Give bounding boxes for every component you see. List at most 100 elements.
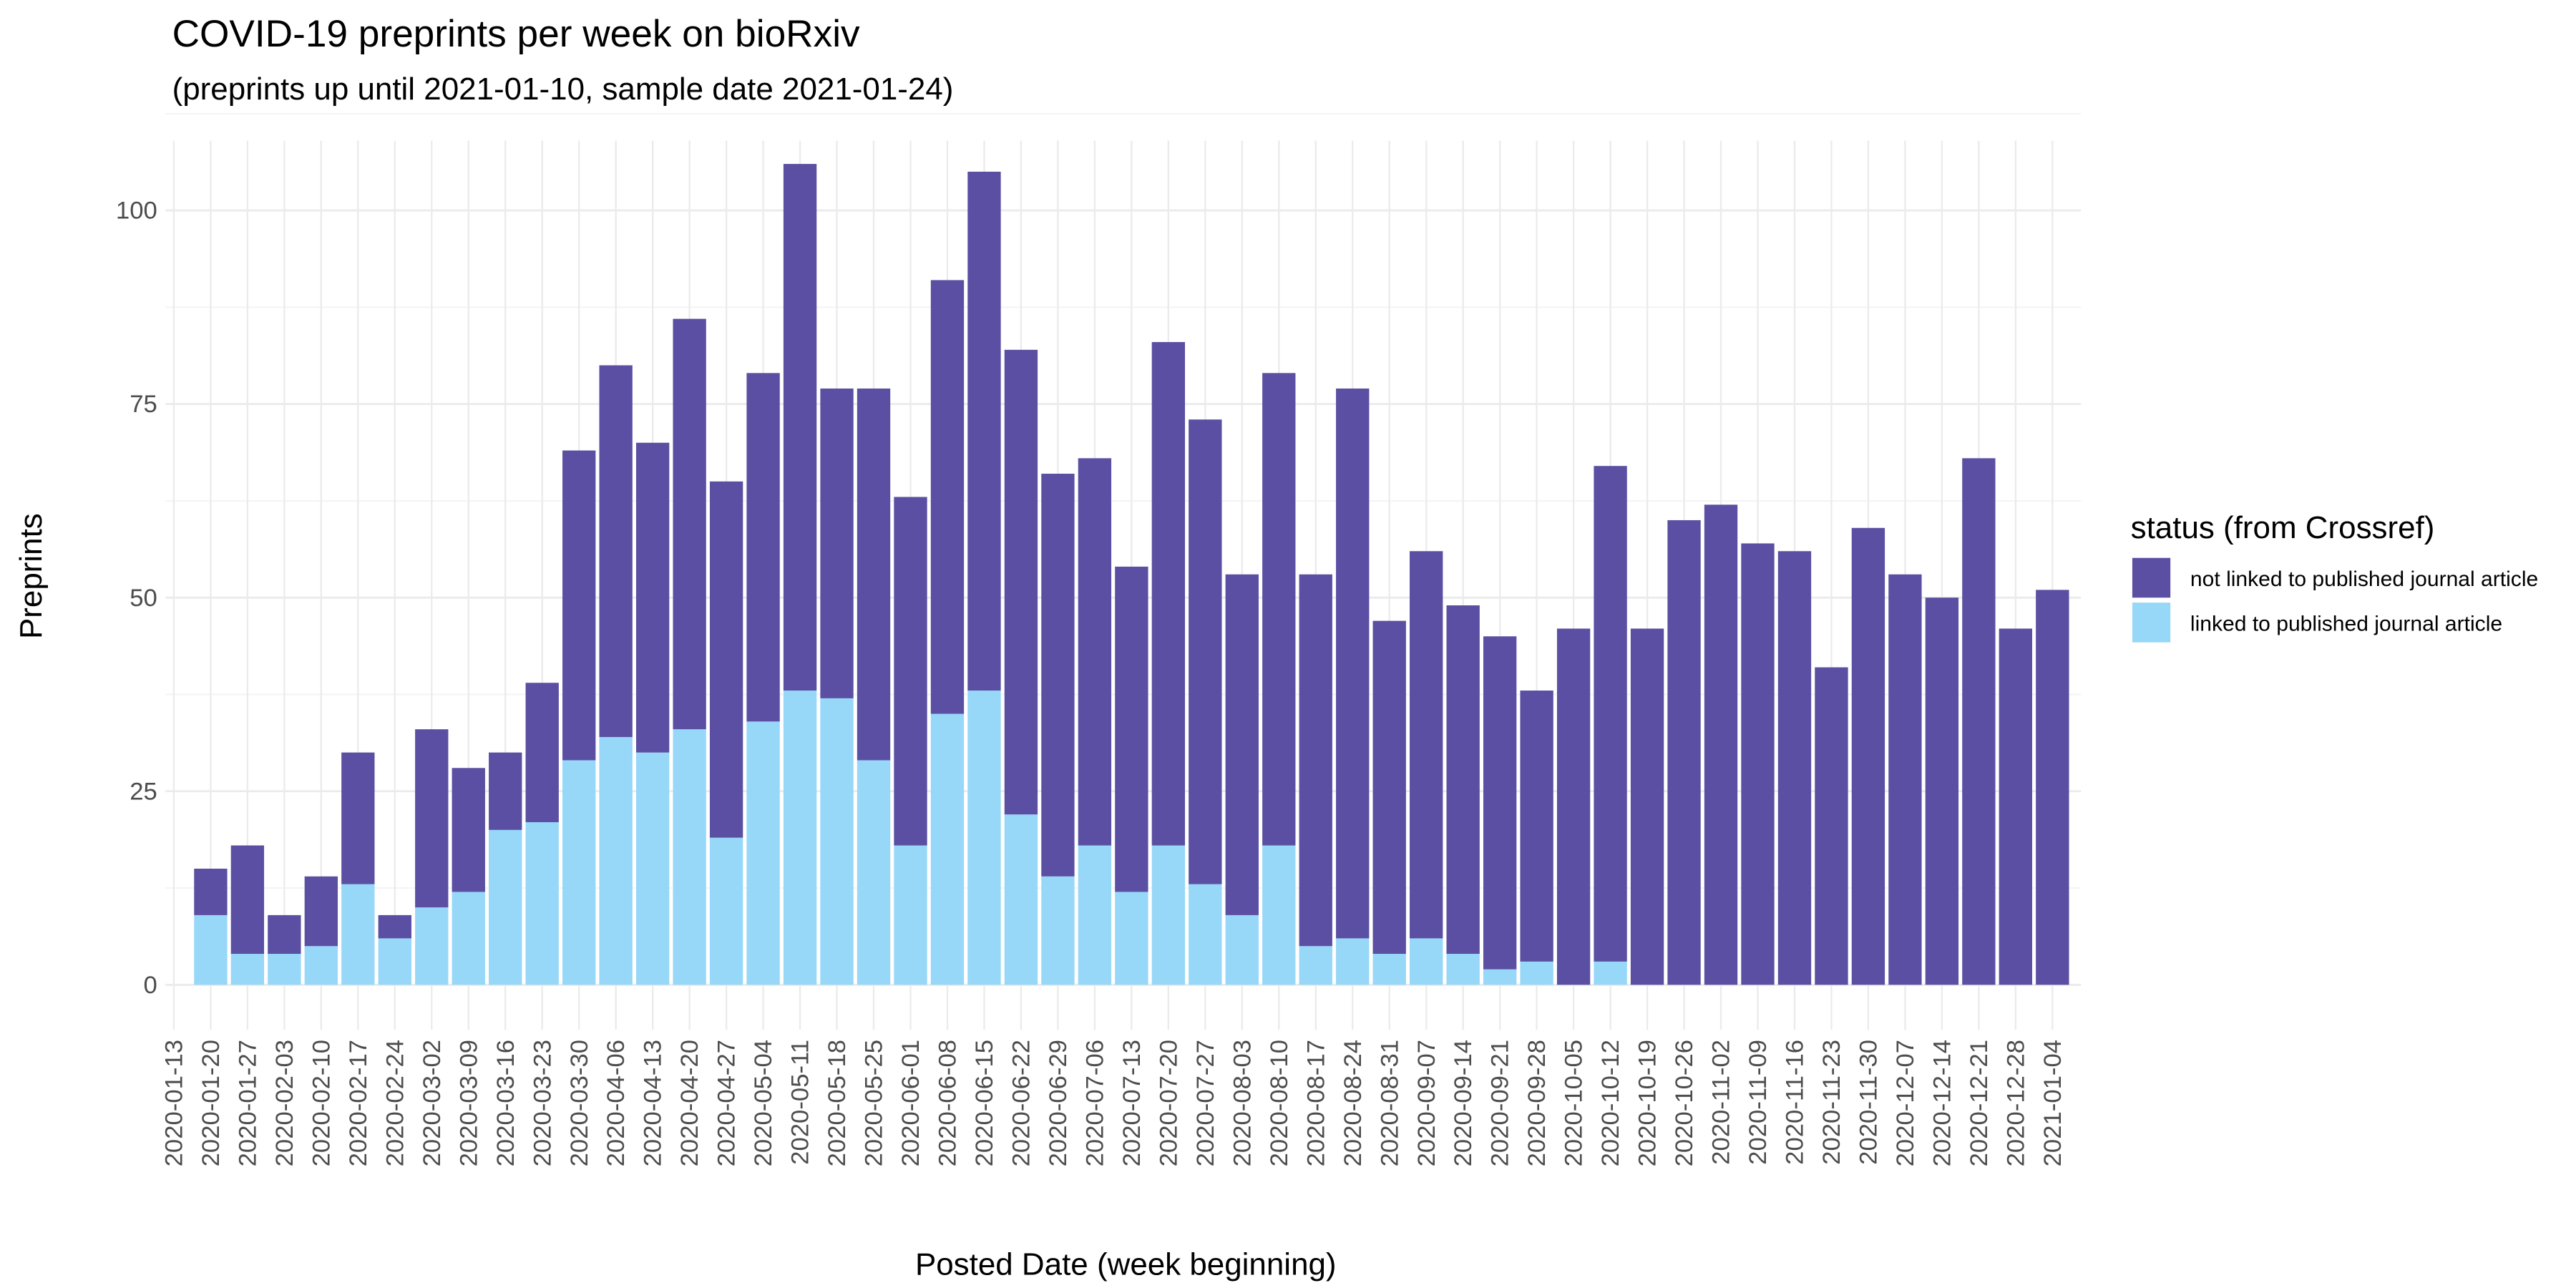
bar-segment <box>1962 458 1996 985</box>
legend-label: linked to published journal article <box>2190 612 2502 635</box>
x-tick-label: 2020-03-09 <box>455 1040 482 1166</box>
x-tick-label: 2020-09-28 <box>1523 1040 1551 1166</box>
x-tick-label: 2020-06-15 <box>971 1040 998 1166</box>
chart-title: COVID-19 preprints per week on bioRxiv <box>172 13 860 55</box>
bar-segment <box>1446 954 1480 985</box>
bar-segment <box>1372 620 1406 955</box>
x-tick-label: 2020-12-07 <box>1892 1040 1919 1166</box>
bar-segment <box>1410 938 1443 985</box>
x-tick-label: 2020-04-13 <box>640 1040 667 1166</box>
bar-segment <box>1556 628 1591 985</box>
bar-segment <box>709 481 743 838</box>
bar-segment <box>1336 938 1370 985</box>
x-tick-label: 2020-12-21 <box>1966 1040 1993 1166</box>
y-tick-label: 75 <box>130 391 157 418</box>
x-tick-label: 2020-11-16 <box>1782 1040 1809 1165</box>
bar-segment <box>1667 519 1701 985</box>
bar-segment <box>1189 884 1222 985</box>
bar-segment <box>452 768 485 892</box>
chart-subtitle: (preprints up until 2021-01-10, sample d… <box>172 72 954 107</box>
x-tick-label: 2020-07-13 <box>1118 1040 1146 1166</box>
x-tick-label: 2020-10-12 <box>1597 1040 1624 1166</box>
bar-segment <box>1630 628 1664 985</box>
bar-segment <box>1078 458 1112 846</box>
x-tick-label: 2020-09-21 <box>1487 1040 1514 1166</box>
bar-segment <box>857 388 891 761</box>
x-tick-label: 2020-08-17 <box>1302 1040 1330 1166</box>
bar-segment <box>1483 969 1517 985</box>
bar-segment <box>1299 946 1332 985</box>
x-tick-label: 2020-06-01 <box>897 1040 924 1166</box>
x-tick-label: 2021-01-04 <box>2039 1040 2067 1166</box>
x-tick-label: 2020-04-06 <box>602 1040 630 1166</box>
x-tick-label: 2020-03-02 <box>419 1040 446 1166</box>
x-tick-label: 2020-08-10 <box>1266 1040 1293 1166</box>
bar-segment <box>1262 373 1296 846</box>
bar-segment <box>1299 574 1332 947</box>
bar-segment <box>1446 605 1480 955</box>
bar-segment <box>746 721 780 985</box>
bar-segment <box>673 729 706 985</box>
bar-segment <box>378 914 411 939</box>
x-tick-label: 2020-05-18 <box>824 1040 851 1166</box>
bar-segment <box>562 760 596 985</box>
bar-segment <box>1888 574 1922 985</box>
bar-segment <box>599 736 633 985</box>
x-tick-label: 2020-10-05 <box>1561 1040 1588 1166</box>
bar-segment <box>1115 566 1148 892</box>
x-tick-label: 2020-11-02 <box>1708 1040 1735 1165</box>
x-tick-label: 2020-11-30 <box>1855 1040 1882 1165</box>
bar-segment <box>1483 636 1517 970</box>
x-tick-label: 2020-11-23 <box>1818 1040 1845 1165</box>
bar-segment <box>1078 845 1112 985</box>
x-tick-label: 2020-03-23 <box>529 1040 556 1166</box>
bar-segment <box>1815 667 1848 985</box>
bar-segment <box>378 938 411 985</box>
bar-segment <box>967 171 1001 691</box>
x-tick-label: 2020-02-24 <box>381 1040 409 1166</box>
bar-segment <box>857 760 891 985</box>
bar-segment <box>930 280 965 714</box>
bar-segment <box>415 729 449 908</box>
bar-segment <box>1004 349 1038 815</box>
x-tick-label: 2020-10-19 <box>1634 1040 1662 1166</box>
bar-segment <box>1741 543 1775 985</box>
bar-segment <box>967 691 1001 985</box>
bar-segment <box>268 954 301 985</box>
x-tick-label: 2020-06-29 <box>1045 1040 1072 1166</box>
y-tick-label: 25 <box>130 778 157 805</box>
bar-segment <box>525 683 559 823</box>
bar-segment <box>930 713 965 985</box>
bar-segment <box>1004 814 1038 985</box>
bar-segment <box>304 876 338 947</box>
bar-segment <box>1777 551 1812 985</box>
bar-segment <box>415 907 449 985</box>
bar-segment <box>2036 590 2069 985</box>
x-tick-label: 2020-12-14 <box>1928 1040 1956 1166</box>
bar-segment <box>1372 954 1406 985</box>
x-tick-label: 2020-03-30 <box>566 1040 593 1166</box>
bar-segment <box>894 845 927 985</box>
x-tick-label: 2020-08-24 <box>1340 1040 1367 1166</box>
bar-segment <box>194 914 228 985</box>
bar-segment <box>562 450 596 761</box>
bar-segment <box>1151 845 1186 985</box>
bar-segment <box>783 164 817 691</box>
x-tick-label: 2020-01-20 <box>197 1040 225 1166</box>
x-tick-label: 2020-02-03 <box>271 1040 298 1166</box>
bar-segment <box>1225 574 1259 915</box>
bar-segment <box>1041 876 1075 985</box>
legend-key <box>2132 602 2171 643</box>
legend-label: not linked to published journal article <box>2190 567 2538 591</box>
bar-segment <box>1594 466 1627 962</box>
bar-segment <box>894 497 927 846</box>
bar-segment <box>635 442 670 753</box>
y-tick-label: 100 <box>116 197 157 225</box>
bar-segment <box>1851 527 1885 985</box>
y-axis-title: Preprints <box>14 513 49 639</box>
x-tick-label: 2020-04-27 <box>713 1040 741 1166</box>
legend-key <box>2132 557 2171 598</box>
bar-segment <box>1041 474 1075 877</box>
